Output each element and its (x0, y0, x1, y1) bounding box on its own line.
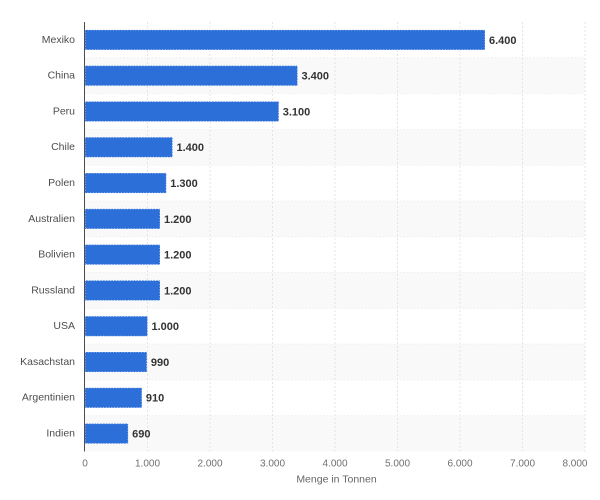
svg-text:3.400: 3.400 (302, 71, 330, 83)
svg-text:Kasachstan: Kasachstan (20, 356, 75, 368)
svg-text:3.100: 3.100 (283, 106, 311, 118)
svg-text:Indien: Indien (46, 428, 75, 440)
svg-text:990: 990 (151, 357, 169, 369)
svg-text:China: China (48, 70, 76, 82)
svg-text:1.200: 1.200 (164, 214, 192, 226)
svg-text:Mexiko: Mexiko (42, 34, 75, 46)
svg-text:1.300: 1.300 (170, 178, 198, 190)
svg-text:1.000: 1.000 (152, 321, 180, 333)
svg-text:3.000: 3.000 (260, 459, 285, 470)
svg-text:2.000: 2.000 (197, 459, 222, 470)
svg-text:5.000: 5.000 (385, 459, 410, 470)
svg-text:1.200: 1.200 (164, 285, 192, 297)
svg-text:Polen: Polen (48, 177, 75, 189)
svg-text:0: 0 (82, 459, 88, 470)
svg-text:1.200: 1.200 (164, 250, 192, 262)
svg-text:Russland: Russland (31, 284, 75, 296)
svg-text:Bolivien: Bolivien (38, 249, 75, 261)
svg-text:7.000: 7.000 (510, 459, 535, 470)
svg-text:Menge in Tonnen: Menge in Tonnen (296, 474, 377, 486)
svg-text:Australien: Australien (28, 213, 75, 225)
svg-text:1.000: 1.000 (135, 459, 160, 470)
svg-text:6.400: 6.400 (489, 35, 517, 47)
svg-text:1.400: 1.400 (177, 142, 205, 154)
svg-text:8.000: 8.000 (562, 459, 587, 470)
svg-text:910: 910 (146, 393, 164, 405)
svg-text:Peru: Peru (53, 105, 75, 117)
svg-text:6.000: 6.000 (447, 459, 472, 470)
svg-text:USA: USA (53, 320, 75, 332)
svg-text:690: 690 (132, 429, 150, 441)
svg-text:Argentinien: Argentinien (22, 392, 75, 404)
svg-text:4.000: 4.000 (322, 459, 347, 470)
svg-text:Chile: Chile (51, 141, 75, 153)
